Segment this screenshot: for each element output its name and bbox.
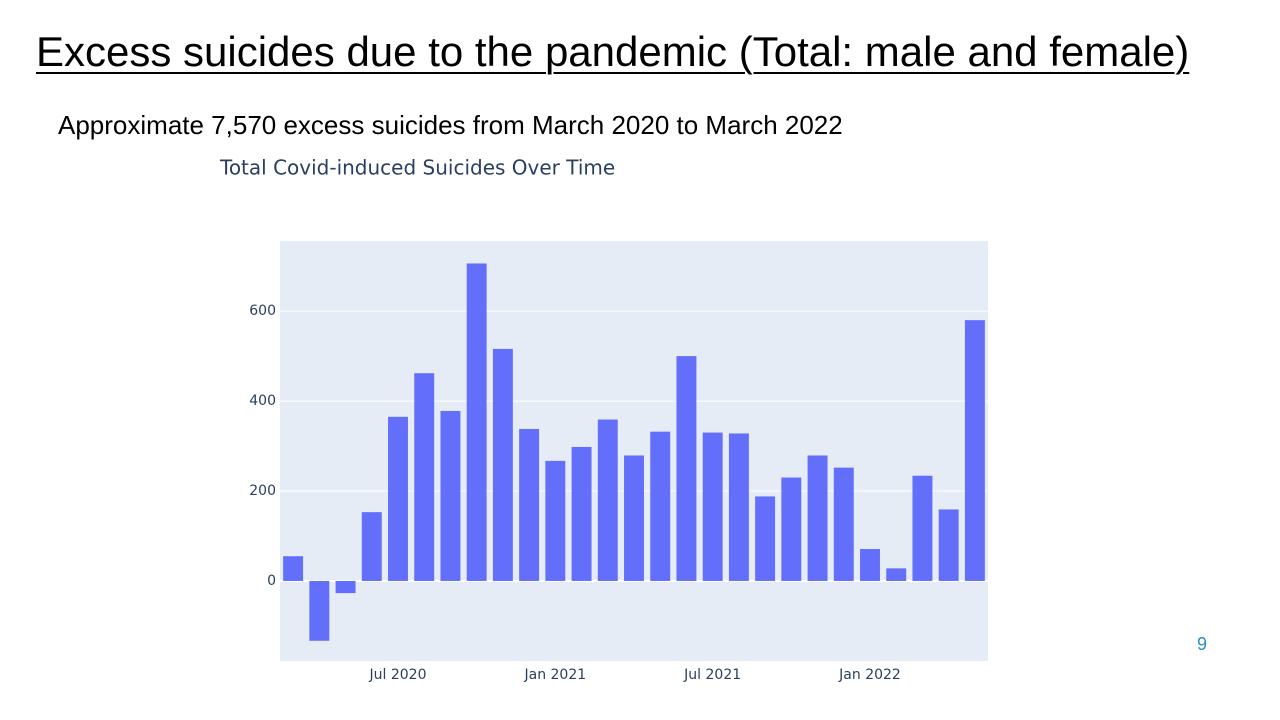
bar [728, 433, 749, 581]
y-tick-label: 200 [249, 483, 276, 499]
bar [912, 475, 933, 581]
slide-subtitle: Approximate 7,570 excess suicides from M… [58, 110, 843, 140]
bar [466, 263, 487, 581]
bar [650, 431, 671, 581]
bar [807, 455, 828, 581]
y-tick-label: 400 [249, 393, 276, 409]
bar [519, 428, 540, 581]
bar [335, 580, 356, 594]
x-tick-label: Jul 2020 [369, 667, 427, 683]
x-tick-label: Jan 2022 [838, 667, 901, 683]
bar [860, 549, 880, 581]
bar [388, 416, 408, 581]
x-tick-label: Jul 2021 [683, 667, 741, 683]
bar [833, 467, 854, 581]
bar [414, 373, 435, 581]
bar [938, 509, 959, 581]
bar [781, 477, 802, 581]
bar [676, 356, 697, 581]
y-tick-label: 0 [267, 573, 276, 589]
page-number: 9 [1197, 634, 1208, 654]
plot-background [280, 241, 988, 661]
bar [545, 460, 566, 581]
bar [964, 320, 985, 581]
chart-title: Total Covid-induced Suicides Over Time [219, 156, 615, 180]
y-tick-label: 600 [249, 303, 276, 319]
bar [597, 419, 618, 581]
bar [755, 496, 776, 581]
bar [571, 446, 592, 581]
bar [624, 455, 644, 581]
bar [440, 410, 461, 581]
bar [309, 580, 330, 641]
x-tick-label: Jan 2021 [523, 667, 586, 683]
bar [886, 568, 907, 581]
bar [361, 512, 382, 581]
slide-title: Excess suicides due to the pandemic (Tot… [36, 28, 1190, 75]
bar [283, 556, 304, 581]
bar [492, 348, 513, 581]
bar [702, 432, 723, 581]
